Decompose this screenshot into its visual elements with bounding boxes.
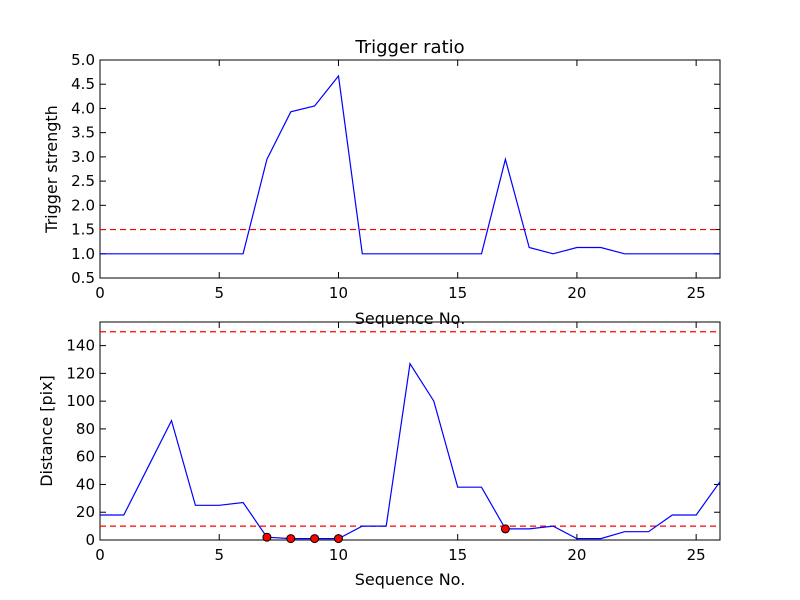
- y-tick-label: 60: [76, 448, 95, 466]
- y-tick-label: 20: [76, 503, 95, 521]
- y-tick-label: 120: [66, 364, 95, 382]
- y-axis-label: Distance [pix]: [37, 375, 56, 487]
- x-tick-label: 25: [687, 546, 706, 564]
- axes-frame: [99, 59, 721, 279]
- data-point-marker: [286, 534, 296, 544]
- axes-frame: [99, 321, 721, 541]
- y-tick-label: 0: [85, 531, 95, 549]
- y-tick-label: 5.0: [71, 51, 95, 69]
- y-axis-label: Trigger strength: [42, 105, 61, 234]
- series-line: [100, 362, 720, 540]
- x-tick-label: 15: [448, 284, 467, 302]
- y-tick-label: 80: [76, 420, 95, 438]
- y-tick-label: 4.5: [71, 75, 95, 93]
- x-tick-label: 25: [687, 284, 706, 302]
- x-tick-label: 20: [567, 284, 586, 302]
- y-tick-label: 1.5: [71, 221, 95, 239]
- chart-title: Trigger ratio: [354, 37, 464, 58]
- x-axis-label: Sequence No.: [355, 309, 466, 328]
- x-tick-label: 10: [329, 284, 348, 302]
- x-tick-label: 10: [329, 546, 348, 564]
- y-tick-label: 140: [66, 337, 95, 355]
- data-point-marker: [262, 532, 272, 542]
- data-point-marker: [333, 534, 343, 544]
- x-axis-label: Sequence No.: [355, 570, 466, 589]
- y-tick-label: 2.5: [71, 172, 95, 190]
- y-tick-label: 3.5: [71, 124, 95, 142]
- x-tick-label: 20: [567, 546, 586, 564]
- x-tick-label: 5: [214, 546, 224, 564]
- series-line: [100, 74, 720, 255]
- y-tick-label: 100: [66, 392, 95, 410]
- x-tick-label: 15: [448, 546, 467, 564]
- y-tick-label: 2.0: [71, 196, 95, 214]
- data-point-marker: [500, 524, 510, 534]
- y-tick-label: 0.5: [71, 269, 95, 287]
- data-point-marker: [310, 534, 320, 544]
- x-tick-label: 5: [214, 284, 224, 302]
- y-tick-label: 3.0: [71, 148, 95, 166]
- y-tick-label: 1.0: [71, 245, 95, 263]
- y-tick-label: 40: [76, 475, 95, 493]
- distance-axes: Distance [pix] Sequence No. 0 5 10 15 20 25 0 2…: [37, 321, 721, 589]
- trigger-ratio-axes: Trigger ratio Trigger strength Sequence …: [42, 37, 721, 328]
- x-tick-label: 0: [95, 284, 105, 302]
- x-tick-label: 0: [95, 546, 105, 564]
- y-tick-label: 4.0: [71, 99, 95, 117]
